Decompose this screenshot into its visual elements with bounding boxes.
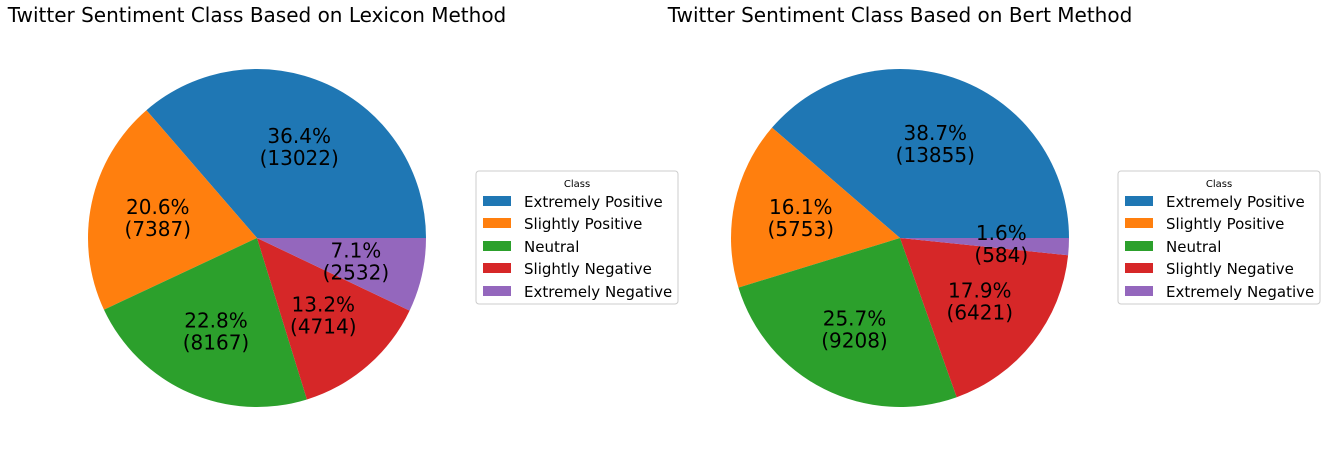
slice-data-label: 17.9% (6421): [947, 279, 1014, 325]
legend-frame: [475, 170, 679, 305]
pie-slice-slightly-negative: [900, 238, 1069, 398]
legend-frame: [1117, 170, 1321, 305]
legend-swatch: [483, 218, 511, 228]
legend-swatch: [1125, 241, 1153, 251]
legend-entry: Neutral: [1166, 238, 1221, 256]
legend-swatch: [483, 241, 511, 251]
slice-count-label: (2532): [323, 260, 390, 284]
pie-bert: 38.7% (13855)16.1% (5753)25.7% (9208)17.9%(…: [731, 69, 1069, 408]
pie-slice-extremely-positive: [146, 69, 427, 239]
pie-lexicon: 36.4% (13022)20.6% (7387)22.8% (8167)13.2%(…: [87, 69, 427, 408]
legend-title: Class: [564, 179, 590, 190]
legend-entry: Slightly Positive: [524, 215, 642, 233]
chart-bert: Twitter Sentiment Class Based on Bert Me…: [667, 3, 1321, 408]
legend: Class Extremely Positive Slightly Positi…: [1117, 170, 1321, 305]
legend-swatch: [1125, 196, 1153, 206]
slice-count-label: (9208): [821, 329, 888, 353]
slice-count-label: (7387): [125, 217, 192, 241]
legend-swatch: [483, 286, 511, 296]
legend-entry: Extremely Negative: [524, 283, 672, 301]
pie-slice-extremely-negative: [257, 238, 426, 311]
slice-data-label: 13.2% (4714): [290, 293, 357, 339]
legend-entry: Slightly Negative: [1166, 260, 1294, 278]
slice-count-label: (13855): [896, 143, 975, 167]
pie-slice-extremely-negative: [900, 238, 1069, 256]
legend-entry: Slightly Negative: [524, 260, 652, 278]
slice-data-label: 22.8% (8167): [183, 309, 250, 355]
slice-data-label: 7.1% (2532): [323, 238, 390, 284]
slice-count-label: (5753): [768, 217, 835, 241]
slice-percent-label: 13.2%: [292, 293, 356, 317]
slice-data-label: 25.7% (9208): [821, 307, 888, 353]
slice-data-label: 20.6% (7387): [125, 195, 192, 241]
legend-entry: Extremely Negative: [1166, 283, 1314, 301]
legend-swatch: [1125, 218, 1153, 228]
slice-percent-label: 38.7%: [904, 121, 968, 145]
pie-slice-extremely-positive: [771, 69, 1069, 239]
slice-count-label: (4714): [290, 315, 357, 339]
legend-swatch: [483, 196, 511, 206]
slice-data-label: 1.6% (584): [974, 221, 1028, 267]
legend-swatch: [1125, 263, 1153, 273]
slice-percent-label: 1.6%: [976, 221, 1027, 245]
chart-lexicon: Twitter Sentiment Class Based on Lexicon…: [7, 3, 679, 408]
slice-data-label: 36.4% (13022): [260, 124, 339, 170]
slice-percent-label: 36.4%: [267, 124, 331, 148]
slice-count-label: (6421): [947, 301, 1014, 325]
legend-entry: Slightly Positive: [1166, 215, 1284, 233]
slice-count-label: (584): [974, 243, 1028, 267]
legend-entry: Neutral: [524, 238, 579, 256]
slice-percent-label: 25.7%: [823, 307, 887, 331]
slice-count-label: (13022): [260, 146, 339, 170]
chart-title: Twitter Sentiment Class Based on Lexicon…: [7, 3, 507, 27]
slice-percent-label: 20.6%: [126, 195, 190, 219]
slice-percent-label: 16.1%: [769, 195, 833, 219]
legend-swatch: [483, 263, 511, 273]
pie-slice-slightly-negative: [257, 238, 410, 400]
slice-percent-label: 22.8%: [184, 309, 248, 333]
legend: Class Extremely Positive Slightly Positi…: [475, 170, 679, 305]
slice-count-label: (8167): [183, 331, 250, 355]
slice-percent-label: 7.1%: [330, 238, 381, 262]
slice-percent-label: 17.9%: [948, 279, 1012, 303]
legend-title: Class: [1206, 179, 1232, 190]
slice-data-label: 16.1% (5753): [768, 195, 835, 241]
slice-data-label: 38.7% (13855): [896, 121, 975, 167]
pie-slice-slightly-positive: [87, 110, 257, 310]
pie-slice-neutral: [103, 238, 307, 408]
pie-slice-neutral: [738, 238, 957, 408]
chart-title: Twitter Sentiment Class Based on Bert Me…: [667, 3, 1133, 27]
legend-entry: Extremely Positive: [1166, 193, 1305, 211]
pie-slice-slightly-positive: [731, 127, 900, 288]
legend-swatch: [1125, 286, 1153, 296]
legend-entry: Extremely Positive: [524, 193, 663, 211]
